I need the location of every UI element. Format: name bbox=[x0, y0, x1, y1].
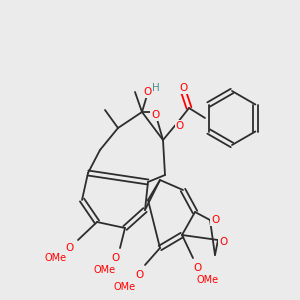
Text: O: O bbox=[176, 121, 184, 131]
Text: O: O bbox=[219, 237, 227, 247]
Text: O: O bbox=[136, 270, 144, 280]
Text: OMe: OMe bbox=[197, 275, 219, 285]
Text: H: H bbox=[152, 83, 160, 93]
Text: OMe: OMe bbox=[94, 265, 116, 275]
Text: O: O bbox=[179, 83, 187, 93]
Text: O: O bbox=[151, 110, 159, 120]
Text: O: O bbox=[66, 243, 74, 253]
Text: OMe: OMe bbox=[114, 282, 136, 292]
Text: O: O bbox=[111, 253, 119, 263]
Text: O: O bbox=[194, 263, 202, 273]
Text: O: O bbox=[144, 87, 152, 97]
Text: O: O bbox=[211, 215, 219, 225]
Text: OMe: OMe bbox=[45, 253, 67, 263]
